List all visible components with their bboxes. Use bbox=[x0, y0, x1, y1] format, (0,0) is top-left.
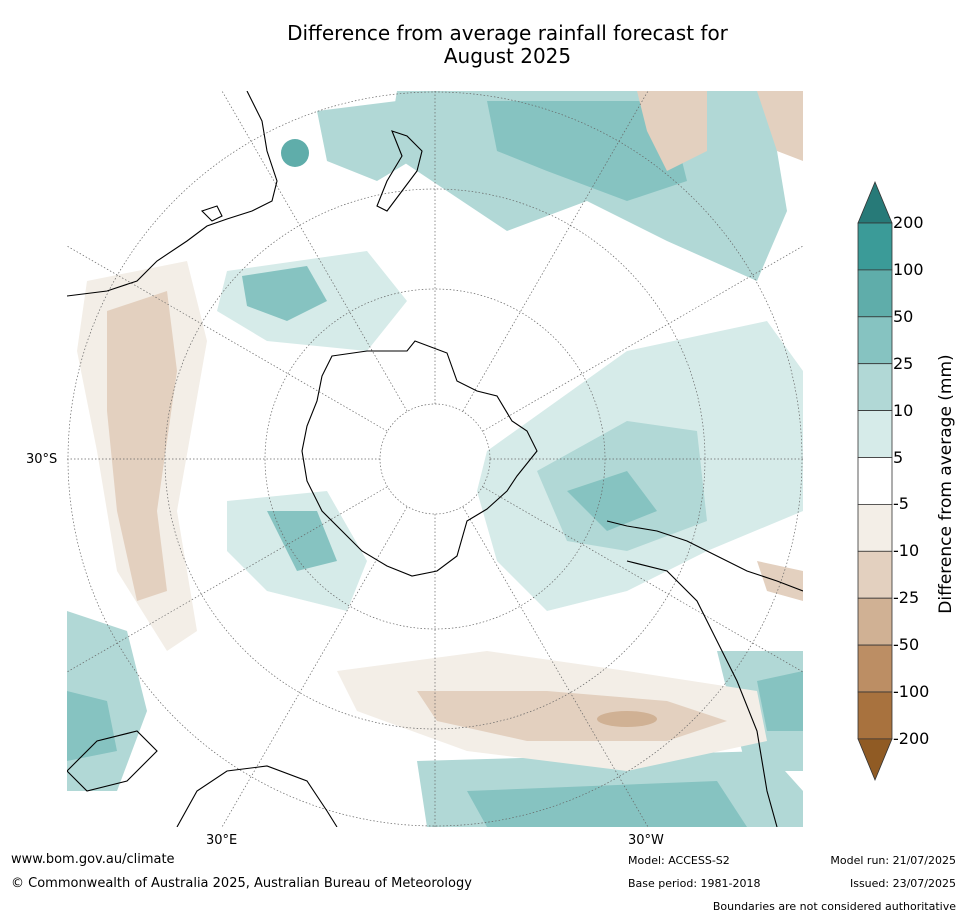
colorbar-tick-label: 10 bbox=[893, 400, 914, 420]
footer-disclaimer: Boundaries are not considered authoritat… bbox=[712, 900, 956, 913]
lon-label-30e: 30°E bbox=[206, 833, 238, 848]
rainfall-map bbox=[67, 91, 803, 827]
colorbar bbox=[857, 180, 893, 781]
colorbar-cell bbox=[857, 457, 893, 505]
dry-anomaly-regions bbox=[77, 91, 803, 771]
colorbar-cell bbox=[857, 222, 893, 271]
meridian-210 bbox=[462, 506, 649, 827]
colorbar-tick-label: 25 bbox=[893, 353, 914, 373]
colorbar-cell bbox=[857, 316, 893, 365]
dry-band-south-inner bbox=[417, 691, 727, 741]
footer-copyright: © Commonwealth of Australia 2025, Austra… bbox=[11, 876, 472, 891]
latitude-circle-2 bbox=[264, 288, 606, 630]
africa-coast bbox=[176, 765, 338, 827]
footer-model: Model: ACCESS-S2 bbox=[628, 854, 730, 867]
antarctica-coast bbox=[301, 340, 538, 577]
colorbar-cell bbox=[857, 503, 893, 552]
colorbar-tick-label: -100 bbox=[893, 682, 930, 701]
colorbar-cell bbox=[857, 363, 893, 411]
south-america-coast-2 bbox=[626, 560, 778, 827]
south-america-coast bbox=[606, 520, 803, 592]
colorbar-tick-label: -25 bbox=[893, 588, 920, 608]
meridian-150 bbox=[221, 506, 408, 827]
wet-region-right-lower-inner bbox=[757, 671, 803, 731]
wet-band-left-inner bbox=[242, 266, 327, 321]
lon-label-30w: 30°W bbox=[628, 833, 664, 848]
wet-band-bottom-inner bbox=[467, 781, 747, 827]
wet-anomaly-regions bbox=[67, 91, 803, 827]
colorbar-cells bbox=[857, 180, 893, 781]
dry-band-west-inner bbox=[107, 291, 177, 601]
new-zealand-coast bbox=[376, 130, 423, 212]
footer-url[interactable]: www.bom.gov.au/climate bbox=[11, 852, 175, 867]
colorbar-cell bbox=[857, 597, 893, 646]
wet-spot-small bbox=[281, 139, 309, 167]
dry-region-top-right bbox=[637, 91, 707, 171]
colorbar-tick-label: -5 bbox=[893, 494, 909, 514]
colorbar-tick-label: 200 bbox=[893, 213, 924, 232]
coastlines bbox=[67, 91, 803, 827]
madagascar-coast bbox=[67, 730, 158, 792]
map-title: Difference from average rainfall forecas… bbox=[180, 22, 835, 68]
colorbar-tick-label: 100 bbox=[893, 259, 924, 279]
footer-model-run: Model run: 21/07/2025 bbox=[830, 854, 956, 867]
map-canvas bbox=[67, 91, 803, 827]
colorbar-cell bbox=[857, 269, 893, 318]
colorbar-cell bbox=[857, 691, 893, 740]
colorbar-tick-label: -200 bbox=[893, 728, 930, 748]
tasmania-coast bbox=[200, 205, 223, 222]
meridian-240 bbox=[482, 486, 803, 673]
footer-issued: Issued: 23/07/2025 bbox=[849, 877, 956, 890]
dry-patch-sa bbox=[757, 561, 803, 601]
wet-region-top-inner bbox=[487, 101, 687, 201]
latitude-circle-inner bbox=[379, 403, 491, 515]
colorbar-title: Difference from average (mm) bbox=[936, 354, 956, 614]
wet-region-east-core bbox=[567, 471, 657, 531]
graticule bbox=[67, 91, 803, 827]
meridian-300 bbox=[482, 245, 803, 432]
colorbar-arrow-top bbox=[857, 180, 893, 224]
colorbar-cell bbox=[857, 410, 893, 458]
meridian-30 bbox=[221, 91, 408, 412]
dry-region-top-right-edge bbox=[757, 91, 803, 161]
colorbar-arrow-bottom bbox=[857, 738, 893, 781]
wet-region-bottom-left-inner bbox=[67, 691, 117, 761]
meridian-120 bbox=[67, 486, 388, 673]
colorbar-cell bbox=[857, 550, 893, 599]
colorbar-tick-label: 50 bbox=[893, 306, 914, 326]
meridian-330 bbox=[462, 91, 649, 412]
dry-spot-south bbox=[597, 711, 657, 727]
title-line-1: Difference from average rainfall forecas… bbox=[287, 21, 728, 45]
colorbar-cell bbox=[857, 644, 893, 693]
australia-coast bbox=[67, 91, 278, 297]
colorbar-tick-label: -50 bbox=[893, 635, 920, 655]
title-line-2: August 2025 bbox=[443, 44, 572, 68]
footer-base-period: Base period: 1981-2018 bbox=[628, 877, 761, 890]
meridian-60 bbox=[67, 245, 388, 432]
lat-label-30s: 30°S bbox=[26, 452, 58, 467]
colorbar-tick-label: -10 bbox=[893, 541, 920, 561]
colorbar-tick-label: 5 bbox=[893, 447, 904, 467]
